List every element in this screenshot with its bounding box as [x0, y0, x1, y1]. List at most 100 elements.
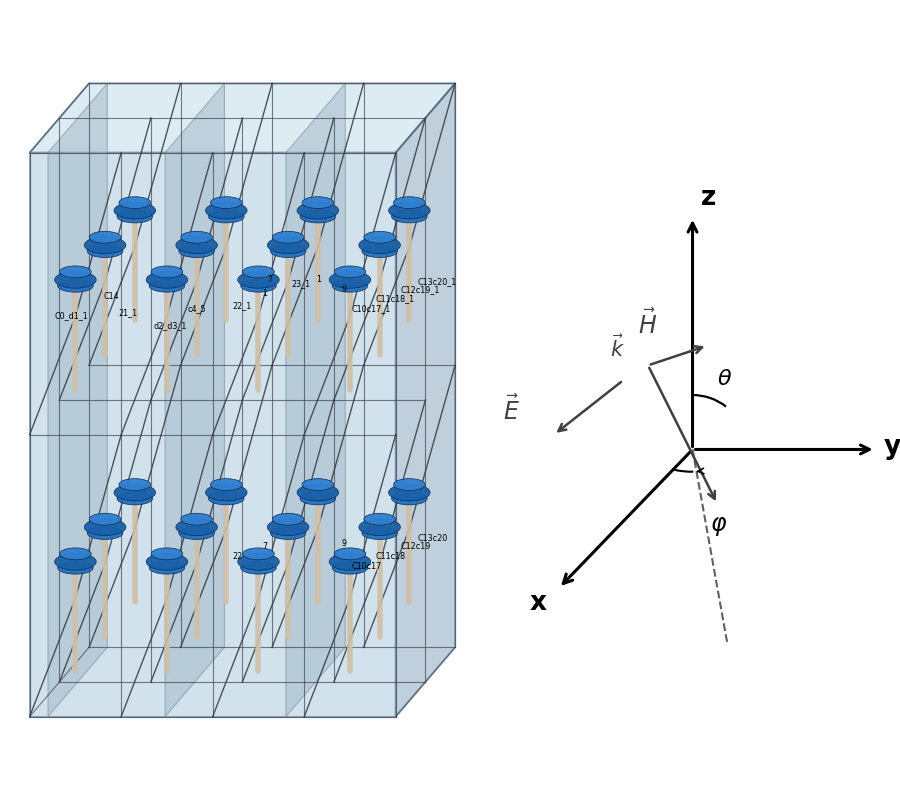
Text: $\vec{k}$: $\vec{k}$ — [610, 334, 626, 362]
Text: $\theta$: $\theta$ — [717, 369, 733, 389]
Ellipse shape — [209, 492, 244, 505]
Ellipse shape — [302, 197, 334, 209]
Ellipse shape — [329, 554, 371, 570]
Ellipse shape — [270, 245, 306, 258]
Text: C12c19_1: C12c19_1 — [400, 285, 440, 294]
Ellipse shape — [179, 245, 214, 258]
Ellipse shape — [392, 210, 428, 223]
Ellipse shape — [267, 518, 309, 535]
Ellipse shape — [329, 271, 371, 288]
Text: C12c19: C12c19 — [400, 542, 431, 551]
Text: y: y — [884, 434, 900, 461]
Polygon shape — [286, 83, 346, 717]
Ellipse shape — [297, 202, 338, 219]
Polygon shape — [30, 153, 396, 717]
Ellipse shape — [87, 245, 123, 258]
Ellipse shape — [267, 237, 309, 254]
Ellipse shape — [297, 484, 338, 501]
Ellipse shape — [119, 197, 150, 209]
Ellipse shape — [85, 237, 126, 254]
Ellipse shape — [181, 231, 212, 243]
Ellipse shape — [332, 562, 368, 574]
Ellipse shape — [176, 518, 218, 535]
Ellipse shape — [389, 202, 430, 219]
Text: 7: 7 — [262, 542, 267, 551]
Ellipse shape — [205, 202, 248, 219]
Ellipse shape — [89, 514, 121, 525]
Text: d2_d3_1: d2_d3_1 — [153, 322, 186, 330]
Ellipse shape — [243, 266, 274, 278]
Text: 7: 7 — [267, 275, 272, 284]
Ellipse shape — [117, 210, 153, 223]
Ellipse shape — [149, 562, 184, 574]
Polygon shape — [48, 83, 107, 717]
Ellipse shape — [273, 231, 304, 243]
Ellipse shape — [364, 514, 395, 525]
Ellipse shape — [240, 562, 276, 574]
Ellipse shape — [211, 197, 242, 209]
Ellipse shape — [334, 266, 365, 278]
Text: C10c17_1: C10c17_1 — [351, 305, 391, 314]
Ellipse shape — [393, 478, 425, 490]
Text: C13c20_1: C13c20_1 — [418, 277, 456, 286]
Ellipse shape — [389, 484, 430, 501]
Text: C13c20: C13c20 — [418, 534, 447, 543]
Ellipse shape — [181, 514, 212, 525]
Ellipse shape — [58, 279, 94, 292]
Text: 23_1: 23_1 — [292, 278, 311, 288]
Text: 9: 9 — [341, 539, 346, 548]
Ellipse shape — [209, 210, 244, 223]
Ellipse shape — [243, 548, 274, 560]
Ellipse shape — [273, 514, 304, 525]
Text: C0_d1_1: C0_d1_1 — [54, 311, 88, 321]
Ellipse shape — [58, 562, 94, 574]
Text: $\vec{E}$: $\vec{E}$ — [502, 395, 519, 425]
Ellipse shape — [179, 526, 214, 539]
Ellipse shape — [300, 210, 336, 223]
Ellipse shape — [270, 526, 306, 539]
Ellipse shape — [359, 237, 400, 254]
Ellipse shape — [332, 279, 368, 292]
Text: C10c17: C10c17 — [351, 562, 382, 570]
Ellipse shape — [151, 266, 183, 278]
Ellipse shape — [238, 554, 279, 570]
Ellipse shape — [114, 202, 156, 219]
Ellipse shape — [114, 484, 156, 501]
Text: 1: 1 — [262, 289, 267, 298]
Ellipse shape — [55, 271, 96, 288]
Ellipse shape — [362, 245, 398, 258]
Ellipse shape — [146, 271, 188, 288]
Ellipse shape — [59, 266, 91, 278]
Text: C11c18: C11c18 — [376, 552, 406, 561]
Ellipse shape — [119, 478, 150, 490]
Ellipse shape — [151, 548, 183, 560]
Ellipse shape — [393, 197, 425, 209]
Ellipse shape — [238, 271, 279, 288]
Ellipse shape — [87, 526, 123, 539]
Ellipse shape — [85, 518, 126, 535]
Ellipse shape — [392, 492, 428, 505]
Text: $\varphi$: $\varphi$ — [710, 514, 727, 538]
Polygon shape — [396, 83, 455, 717]
Text: 9: 9 — [341, 285, 346, 294]
Ellipse shape — [55, 554, 96, 570]
Ellipse shape — [211, 478, 242, 490]
Ellipse shape — [146, 554, 188, 570]
Ellipse shape — [362, 526, 398, 539]
Ellipse shape — [364, 231, 395, 243]
Ellipse shape — [205, 484, 248, 501]
Text: 21_1: 21_1 — [119, 309, 138, 318]
Text: 22: 22 — [232, 552, 243, 561]
Ellipse shape — [359, 518, 400, 535]
Text: c4_5: c4_5 — [188, 305, 207, 314]
Text: 1: 1 — [317, 275, 321, 284]
Text: z: z — [700, 185, 716, 211]
Text: C14: C14 — [104, 292, 120, 301]
Polygon shape — [30, 83, 455, 153]
Ellipse shape — [240, 279, 276, 292]
Ellipse shape — [149, 279, 184, 292]
Ellipse shape — [89, 231, 121, 243]
Text: C11c18_1: C11c18_1 — [376, 294, 415, 303]
Ellipse shape — [302, 478, 334, 490]
Text: x: x — [529, 590, 546, 616]
